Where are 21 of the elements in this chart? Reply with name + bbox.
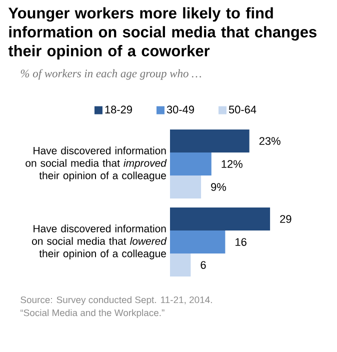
bar (170, 230, 226, 254)
text: “Social Media and the Workplace.” (20, 309, 164, 318)
data-label: 16 (236, 238, 246, 246)
source-note: Source: Survey conducted Sept. 11-21, 2014. (20, 296, 212, 306)
data-label: 9% (211, 183, 226, 191)
chart-title: Younger workers more likely to find information on social media that changes their opinion of a coworker (8, 7, 316, 60)
data-label: 23% (259, 137, 280, 145)
legend-label: 50-64 (228, 106, 256, 114)
bar (170, 208, 270, 230)
chart-subtitle: % of workers in each age group who … (20, 69, 202, 80)
bar (170, 129, 250, 152)
data-label: 12% (222, 160, 242, 168)
bar (170, 254, 191, 276)
data-label: 6 (200, 261, 206, 269)
data-label: 29 (280, 215, 292, 223)
y-tick-label: Have discovered information on social media that improved their opinion of a colleague (26, 146, 167, 182)
legend-label: 30-49 (166, 106, 194, 114)
bar (170, 176, 202, 198)
bar (170, 152, 212, 176)
y-tick-label: Have discovered information on social media that lowered their opinion of a colleague (32, 224, 167, 260)
legend-label: 18-29 (105, 106, 132, 114)
